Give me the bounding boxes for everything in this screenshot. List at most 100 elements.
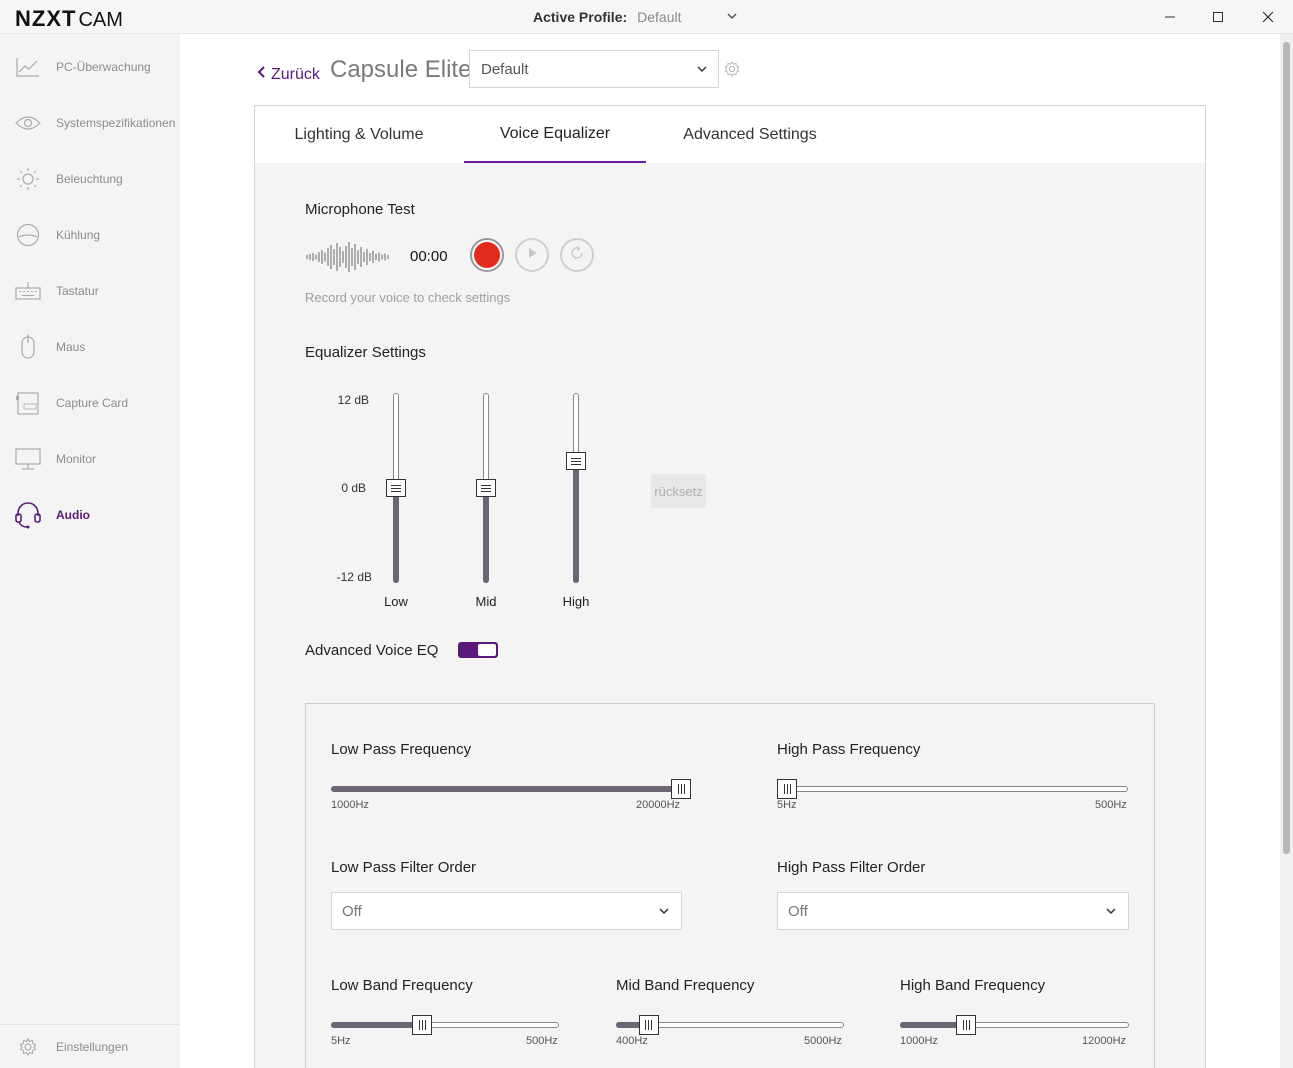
eq-slider-mid[interactable]	[476, 393, 496, 583]
advanced-voice-eq-toggle[interactable]	[458, 642, 498, 658]
db-label-min: -12 dB	[336, 570, 372, 584]
sidebar-item-mouse[interactable]: Maus	[0, 327, 180, 367]
slider-thumb[interactable]	[386, 479, 406, 497]
chevron-down-icon	[726, 7, 738, 28]
sidebar-item-label: Audio	[56, 508, 90, 522]
scrollbar-thumb[interactable]	[1283, 42, 1290, 854]
sidebar-item-lighting[interactable]: Beleuchtung	[0, 159, 180, 199]
chevron-down-icon	[1105, 904, 1117, 922]
slider-thumb[interactable]	[476, 479, 496, 497]
sidebar-item-keyboard[interactable]: Tastatur	[0, 271, 180, 311]
sidebar-item-label: Beleuchtung	[56, 172, 123, 186]
low-pass-order-select[interactable]: Off	[331, 892, 682, 930]
headset-icon	[14, 501, 42, 529]
sidebar-item-cooling[interactable]: Kühlung	[0, 215, 180, 255]
tab-lighting-volume[interactable]: Lighting & Volume	[294, 125, 424, 143]
chart-line-icon	[14, 53, 42, 81]
nzxt-cam-logo: NZXT CAM	[15, 6, 123, 31]
minimize-button[interactable]	[1160, 7, 1180, 27]
high-band-title: High Band Frequency	[900, 977, 1046, 994]
replay-button[interactable]	[560, 238, 594, 272]
high-band-max: 12000Hz	[1082, 1035, 1127, 1047]
device-title: Capsule Elite	[330, 56, 472, 83]
title-bar: NZXT CAM Active Profile: Default	[0, 0, 1293, 34]
back-button[interactable]: Zurück	[255, 64, 320, 85]
slider-fill	[483, 488, 489, 583]
profile-select-value: Default	[481, 61, 529, 78]
mouse-icon	[14, 333, 42, 361]
reset-button[interactable]: rücksetz	[651, 474, 706, 508]
sun-icon	[14, 165, 42, 193]
sidebar-item-audio[interactable]: Audio	[0, 495, 180, 535]
refresh-icon	[569, 245, 585, 266]
sidebar-settings[interactable]: Einstellungen	[0, 1024, 180, 1068]
slider-thumb[interactable]	[566, 452, 586, 471]
play-button[interactable]	[515, 238, 549, 272]
maximize-button[interactable]	[1208, 7, 1228, 27]
device-panel: Lighting & Volume Voice Equalizer Advanc…	[254, 105, 1206, 1068]
eq-slider-low[interactable]	[386, 393, 406, 583]
slider-fill	[331, 1022, 423, 1028]
chevron-down-icon	[696, 62, 708, 80]
db-label-max: 12 dB	[337, 393, 369, 407]
record-icon	[474, 242, 500, 268]
high-pass-order-title: High Pass Filter Order	[777, 859, 926, 876]
mid-band-max: 5000Hz	[804, 1035, 842, 1047]
active-profile-selector[interactable]: Active Profile: Default	[533, 9, 737, 25]
high-pass-slider[interactable]	[777, 779, 1128, 799]
equalizer-title: Equalizer Settings	[305, 344, 426, 361]
record-button[interactable]	[470, 238, 504, 272]
main-scrollbar[interactable]	[1280, 34, 1293, 1068]
eq-slider-high[interactable]	[566, 393, 586, 583]
mic-test-title: Microphone Test	[305, 201, 415, 218]
keyboard-icon	[14, 277, 42, 305]
mid-band-min: 400Hz	[616, 1035, 648, 1047]
close-button[interactable]	[1258, 7, 1278, 27]
tab-bar: Lighting & Volume Voice Equalizer Advanc…	[255, 106, 1205, 163]
sidebar: PC-Überwachung Systemspezifikationen Bel…	[0, 34, 180, 1068]
slider-thumb[interactable]	[638, 1015, 659, 1035]
sidebar-item-system-specs[interactable]: Systemspezifikationen	[0, 103, 180, 143]
monitor-icon	[14, 445, 42, 473]
capture-card-icon	[14, 389, 42, 417]
low-band-slider[interactable]	[331, 1015, 559, 1035]
slider-thumb[interactable]	[412, 1015, 433, 1035]
high-pass-title: High Pass Frequency	[777, 741, 921, 758]
sidebar-item-pc-monitoring[interactable]: PC-Überwachung	[0, 47, 180, 87]
profile-select[interactable]: Default	[469, 50, 719, 88]
high-band-min: 1000Hz	[900, 1035, 938, 1047]
sidebar-item-label: Capture Card	[56, 396, 129, 410]
slider-thumb[interactable]	[777, 779, 797, 799]
back-label: Zurück	[271, 65, 320, 83]
low-pass-slider[interactable]	[331, 779, 691, 799]
low-band-min: 5Hz	[331, 1035, 351, 1047]
fan-icon	[14, 221, 42, 249]
tab-voice-equalizer[interactable]: Voice Equalizer	[464, 106, 646, 163]
mid-band-slider[interactable]	[616, 1015, 844, 1035]
chevron-left-icon	[255, 64, 267, 85]
sidebar-item-monitor[interactable]: Monitor	[0, 439, 180, 479]
high-band-slider[interactable]	[900, 1015, 1129, 1035]
mic-test-hint: Record your voice to check settings	[305, 290, 511, 305]
sidebar-item-label: Tastatur	[56, 284, 99, 298]
eq-band-label-high: High	[562, 594, 590, 609]
low-pass-max: 20000Hz	[636, 799, 681, 811]
slider-fill	[573, 461, 579, 583]
slider-thumb[interactable]	[671, 779, 691, 799]
tab-advanced-settings[interactable]: Advanced Settings	[683, 125, 817, 143]
profile-settings-gear-icon[interactable]	[724, 60, 740, 82]
eq-band-label-mid: Mid	[475, 594, 497, 609]
sidebar-item-label: Maus	[56, 340, 86, 354]
slider-thumb[interactable]	[956, 1015, 977, 1035]
sidebar-item-capture-card[interactable]: Capture Card	[0, 383, 180, 423]
high-pass-order-select[interactable]: Off	[777, 892, 1129, 930]
low-pass-order-title: Low Pass Filter Order	[331, 859, 477, 876]
high-pass-min: 5Hz	[777, 799, 797, 811]
slider-track	[777, 786, 1128, 792]
advanced-eq-box: Low Pass Frequency 1000Hz 20000Hz High P…	[305, 703, 1155, 1068]
toggle-knob	[478, 644, 496, 656]
eq-band-label-low: Low	[384, 594, 408, 609]
active-profile-label: Active Profile:	[533, 9, 628, 25]
low-band-max: 500Hz	[526, 1035, 558, 1047]
active-profile-value: Default	[637, 9, 682, 25]
